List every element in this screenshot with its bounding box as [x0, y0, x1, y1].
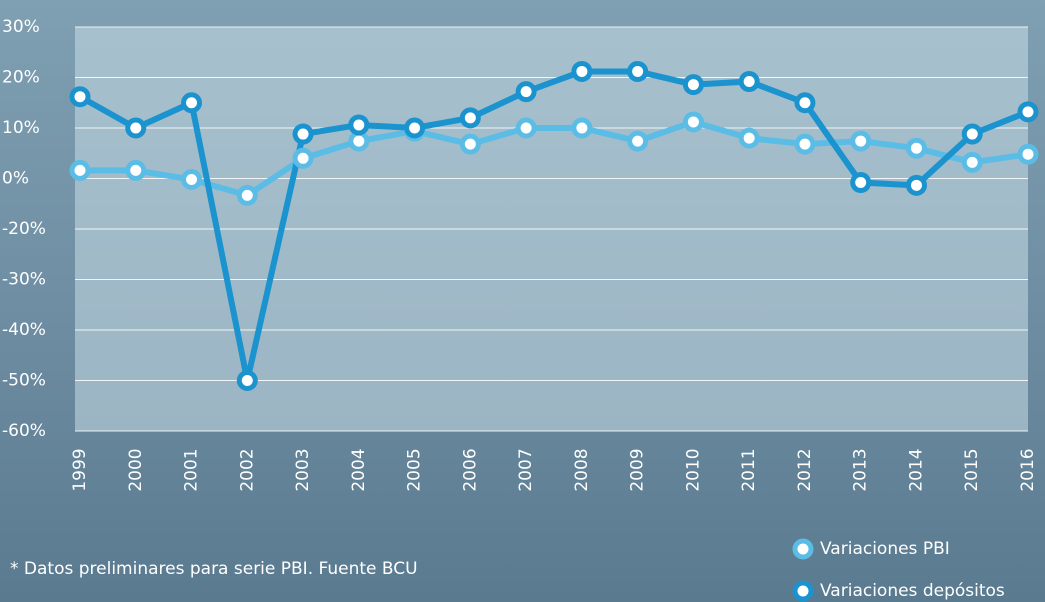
point [128, 162, 144, 178]
point [908, 140, 924, 156]
y-tick-label: -20% [2, 219, 46, 239]
x-tick-label: 2009 [628, 448, 648, 491]
point [184, 172, 200, 188]
point [964, 126, 980, 142]
x-tick-label: 1999 [70, 448, 90, 491]
point [1020, 104, 1036, 120]
point [72, 162, 88, 178]
x-tick-label: 2007 [516, 448, 536, 491]
point [295, 126, 311, 142]
point [295, 150, 311, 166]
point [184, 95, 200, 111]
point [128, 120, 144, 136]
y-tick-label: -60% [2, 421, 46, 441]
point [239, 187, 255, 203]
x-tick-label: 2008 [572, 448, 592, 491]
y-tick-label: 20% [2, 68, 40, 88]
y-tick-label: -40% [2, 320, 46, 340]
footnote: * Datos preliminares para serie PBI. Fue… [10, 559, 418, 579]
point [72, 89, 88, 105]
point [630, 63, 646, 79]
point [964, 154, 980, 170]
point [574, 120, 590, 136]
point [853, 133, 869, 149]
x-tick-label: 2010 [683, 448, 703, 491]
point [574, 63, 590, 79]
point [518, 120, 534, 136]
y-tick-label: 30% [2, 17, 40, 37]
point [797, 136, 813, 152]
point [351, 117, 367, 133]
x-tick-label: 2003 [293, 448, 313, 491]
point [1020, 146, 1036, 162]
point [797, 95, 813, 111]
x-tick-label: 2012 [795, 448, 815, 491]
point [407, 120, 423, 136]
page: {"chart_data": {"type": "line", "categor… [0, 0, 1045, 602]
point [239, 373, 255, 389]
point [518, 84, 534, 100]
point [853, 175, 869, 191]
x-tick-label: 2004 [349, 448, 369, 491]
x-tick-label: 2011 [739, 448, 759, 491]
legend-marker [795, 541, 811, 557]
legend-label: Variaciones PBI [820, 539, 950, 559]
x-tick-label: 2005 [405, 448, 425, 491]
point [908, 177, 924, 193]
point [351, 133, 367, 149]
legend-marker [795, 583, 811, 599]
point [685, 114, 701, 130]
point [462, 110, 478, 126]
point [462, 136, 478, 152]
x-tick-label: 2014 [906, 448, 926, 491]
chart: * Datos preliminares para serie PBI. Fue… [0, 0, 1045, 602]
x-tick-label: 2013 [851, 448, 871, 491]
point [741, 130, 757, 146]
y-tick-label: -30% [2, 270, 46, 290]
point [741, 74, 757, 90]
legend-label: Variaciones depósitos [820, 581, 1005, 601]
y-tick-label: 10% [2, 118, 40, 138]
point [685, 77, 701, 93]
x-tick-label: 2006 [460, 448, 480, 491]
x-tick-label: 2016 [1018, 448, 1038, 491]
y-tick-label: -50% [2, 371, 46, 391]
x-tick-label: 2001 [182, 448, 202, 491]
x-tick-label: 2000 [126, 448, 146, 491]
x-tick-label: 2015 [962, 448, 982, 491]
point [630, 133, 646, 149]
y-tick-label: 0% [2, 169, 29, 189]
x-tick-label: 2002 [237, 448, 257, 491]
